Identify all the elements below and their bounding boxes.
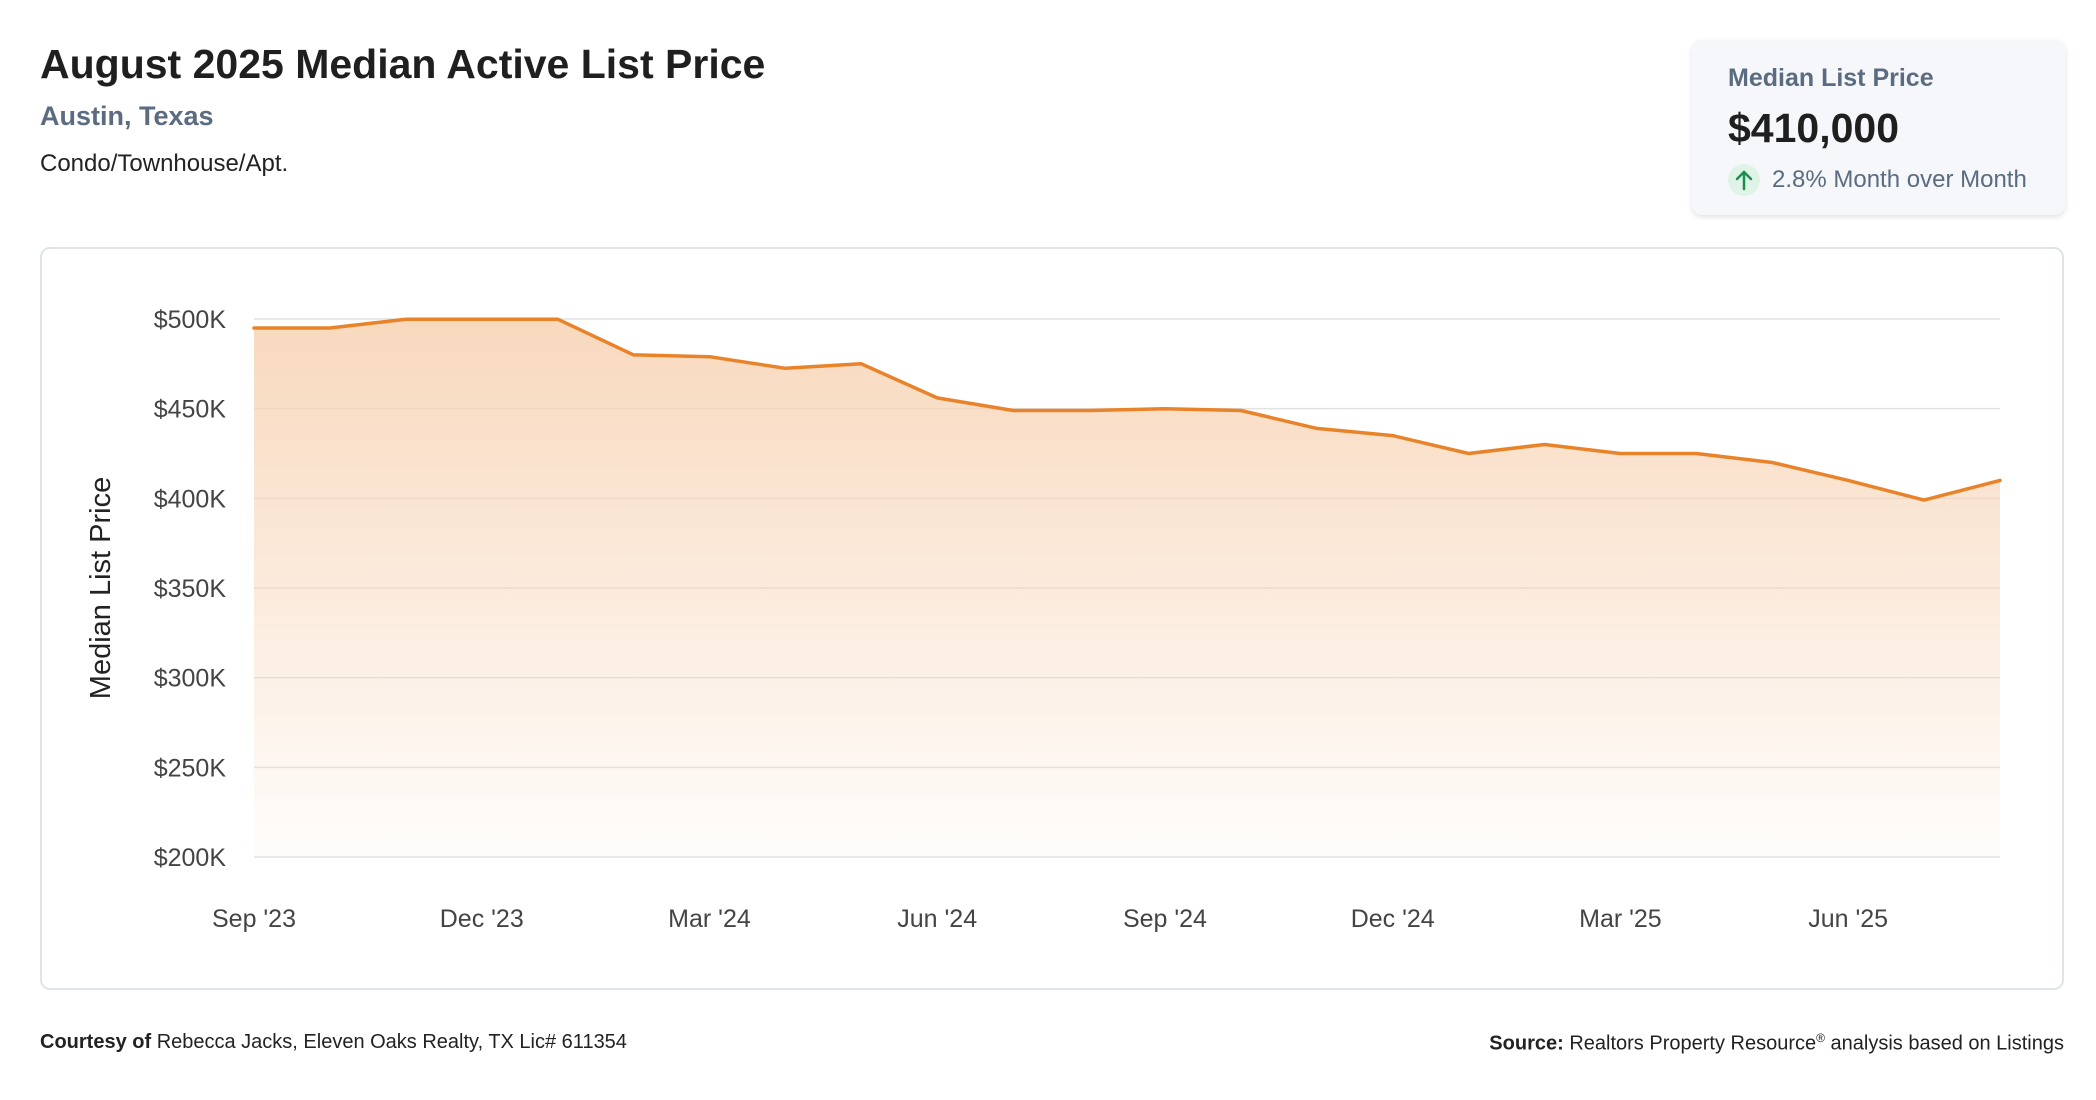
data-point xyxy=(327,325,333,331)
y-tick-label: $350K xyxy=(154,575,227,603)
y-tick-label: $450K xyxy=(154,396,227,424)
x-tick-label: Dec '23 xyxy=(440,905,524,933)
data-point xyxy=(1314,425,1320,431)
y-axis-ticks: $200K $250K $300K $350K $400K $450K $500K xyxy=(154,306,227,872)
data-point xyxy=(706,354,712,360)
data-point xyxy=(403,316,409,322)
x-tick-label: Jun '24 xyxy=(897,905,977,933)
registered-mark: ® xyxy=(1816,1031,1825,1045)
data-point xyxy=(1086,407,1092,413)
courtesy-label: Courtesy of xyxy=(40,1031,152,1053)
data-point xyxy=(1693,451,1699,457)
x-tick-label: Mar '25 xyxy=(1579,905,1662,933)
x-tick-label: Sep '23 xyxy=(212,905,296,933)
data-point xyxy=(1542,442,1548,448)
chart-container: $200K $250K $300K $350K $400K $450K $500K Sep … xyxy=(40,247,2064,990)
source-footer: Source: Realtors Property Resource® anal… xyxy=(1489,1031,2064,1056)
y-tick-label: $400K xyxy=(154,485,227,513)
data-point xyxy=(1997,477,2003,483)
source-label: Source: xyxy=(1489,1032,1564,1055)
data-point xyxy=(858,361,864,367)
data-point xyxy=(479,316,485,322)
property-category: Condo/Townhouse/Apt. xyxy=(40,150,289,178)
x-tick-label: Dec '24 xyxy=(1351,905,1435,933)
source-text: Realtors Property Resource xyxy=(1569,1032,1817,1055)
y-tick-label: $500K xyxy=(154,306,227,334)
data-point xyxy=(1238,407,1244,413)
data-point xyxy=(1466,451,1472,457)
arrow-up-icon xyxy=(1728,164,1760,196)
data-point xyxy=(631,352,637,358)
page-title: August 2025 Median Active List Price xyxy=(40,41,766,87)
x-tick-label: Jun '25 xyxy=(1808,905,1888,933)
area-fill xyxy=(254,319,2000,857)
y-tick-label: $300K xyxy=(154,665,227,693)
data-point xyxy=(555,316,561,322)
x-tick-label: Sep '24 xyxy=(1123,905,1207,933)
x-tick-label: Mar '24 xyxy=(668,905,751,933)
data-point xyxy=(251,325,257,331)
data-point xyxy=(934,395,940,401)
series-line xyxy=(252,317,2002,502)
median-price-chart: $200K $250K $300K $350K $400K $450K $500K Sep … xyxy=(85,306,2003,933)
data-point xyxy=(1921,497,1927,503)
y-tick-label: $200K xyxy=(154,844,227,872)
data-point xyxy=(1617,451,1623,457)
stat-label: Median List Price xyxy=(1728,64,1934,92)
data-point xyxy=(1390,433,1396,439)
stat-value: $410,000 xyxy=(1728,105,1900,151)
y-axis-label: Median List Price xyxy=(85,477,117,699)
stat-change: 2.8% Month over Month xyxy=(1728,164,2065,196)
location-subtitle: Austin, Texas xyxy=(40,101,214,132)
source-text-post: analysis based on Listings xyxy=(1824,1032,2065,1055)
y-tick-label: $250K xyxy=(154,754,227,782)
stat-change-text: 2.8% Month over Month xyxy=(1772,166,2027,193)
data-point xyxy=(1162,406,1168,412)
median-price-card: Median List Price $410,000 2.8% Month ov… xyxy=(1692,40,2065,215)
courtesy-footer: Courtesy of Rebecca Jacks, Eleven Oaks R… xyxy=(40,1031,627,1054)
x-axis-ticks: Sep '23 Dec '23 Mar '24 Jun '24 Sep '24 Dec '… xyxy=(212,905,1888,933)
data-point xyxy=(1845,477,1851,483)
data-point xyxy=(1010,407,1016,413)
data-point xyxy=(1769,459,1775,465)
courtesy-text: Rebecca Jacks, Eleven Oaks Realty, TX Li… xyxy=(156,1031,627,1053)
data-point xyxy=(782,365,788,371)
header: August 2025 Median Active List Price Aus… xyxy=(40,40,765,178)
